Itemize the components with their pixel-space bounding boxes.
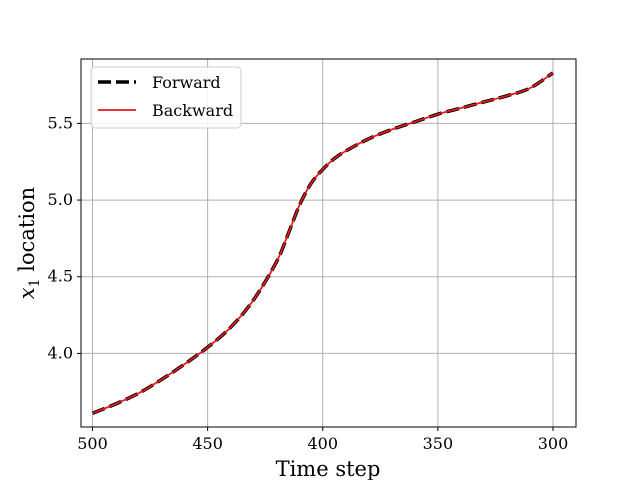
y-tick-label: 4.5 [48,267,73,286]
ticks: 500 450 400 350 300 4.0 4.5 5.0 5.5 [48,113,569,453]
y-tick-label: 4.0 [48,343,73,362]
x-tick-label: 300 [538,434,569,453]
y-tick-label: 5.5 [48,113,73,132]
x-tick-label: 450 [192,434,223,453]
legend-label-forward: Forward [152,73,221,92]
legend: Forward Backward [90,66,242,129]
x-axis-label: Time step [276,457,381,480]
y-axis-label: x1 location [15,187,43,299]
series-lines [91,71,554,415]
y-tick-label: 5.0 [48,190,73,209]
plot-frame [80,58,577,428]
x-tick-label: 400 [307,434,338,453]
legend-label-backward: Backward [152,101,233,120]
x-tick-label: 500 [77,434,108,453]
x-tick-label: 350 [423,434,454,453]
series-line-backward [92,72,554,415]
